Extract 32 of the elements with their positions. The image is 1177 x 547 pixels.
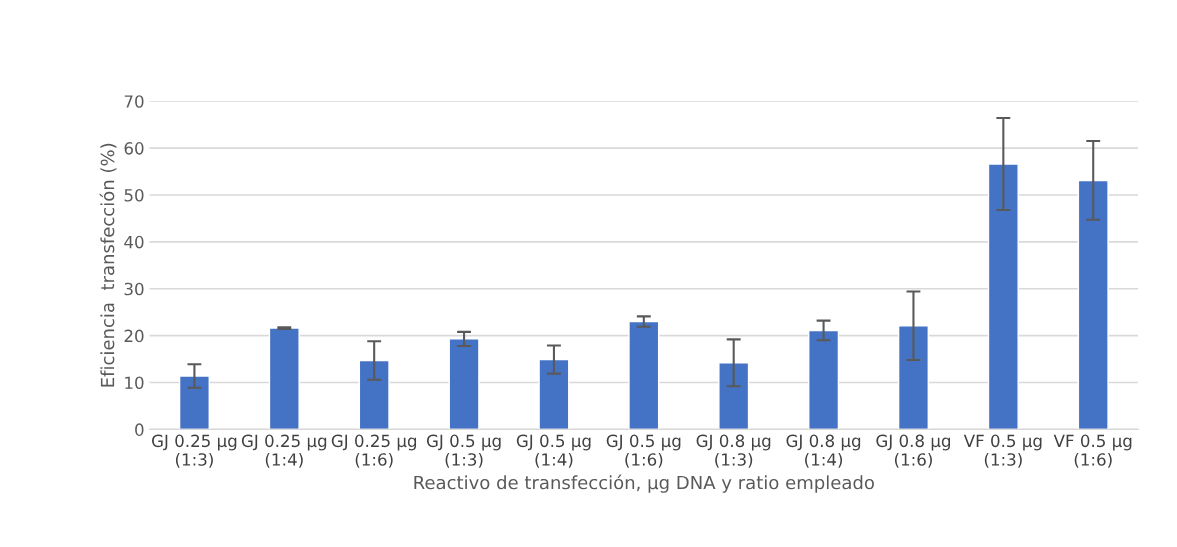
x-tick-label: GJ 0.8 µg (1:4) xyxy=(786,434,861,468)
y-tick-label: 50 xyxy=(124,188,144,202)
bar xyxy=(808,329,840,430)
bar xyxy=(358,359,390,430)
y-axis-title: Eficiencia transfección (%) xyxy=(99,143,117,387)
x-tick-label: VF 0.5 µg (1:6) xyxy=(1053,434,1132,468)
bar xyxy=(448,338,480,430)
x-axis-title: Reactivo de transfección, µg DNA y ratio empleado xyxy=(414,474,874,493)
x-tick-label: GJ 0.25 µg (1:4) xyxy=(241,434,327,468)
x-tick-label: GJ 0.25 µg (1:6) xyxy=(331,434,417,468)
x-tick-label: GJ 0.8 µg (1:6) xyxy=(876,434,950,468)
bar xyxy=(897,325,929,430)
bar xyxy=(178,375,210,430)
y-tick-label: 40 xyxy=(124,235,144,249)
x-tick-label: GJ 0.8 µg (1:3) xyxy=(696,434,771,468)
bar xyxy=(718,362,750,430)
y-tick-label: 10 xyxy=(125,376,144,390)
x-tick-label: GJ 0.25 µg (1:3) xyxy=(151,434,237,468)
bar xyxy=(987,163,1019,430)
bar xyxy=(268,327,300,430)
x-tick-label: GJ 0.5 µg (1:3) xyxy=(426,434,501,468)
x-tick-label: GJ 0.5 µg (1:6) xyxy=(606,434,681,468)
y-tick-label: 60 xyxy=(124,142,144,155)
x-tick-label: VF 0.5 µg (1:3) xyxy=(963,434,1042,468)
x-tick-label: GJ 0.5 µg (1:4) xyxy=(516,434,591,468)
bar xyxy=(1077,179,1109,430)
y-tick-label: 30 xyxy=(124,282,144,296)
bar xyxy=(538,358,570,430)
bar xyxy=(628,320,660,430)
y-tick-label: 0 xyxy=(135,423,144,436)
y-tick-label: 20 xyxy=(124,329,144,343)
y-tick-label: 70 xyxy=(124,95,144,108)
